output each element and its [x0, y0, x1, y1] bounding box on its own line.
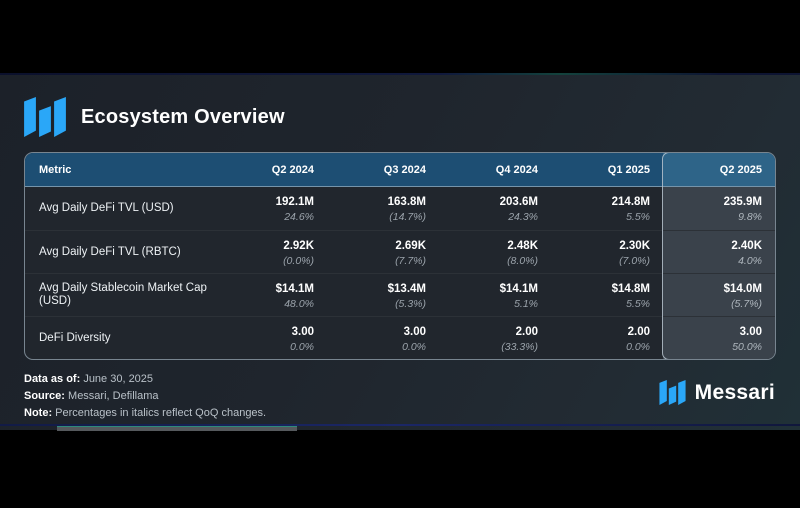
table-cell-highlighted: 235.9M 9.8%: [663, 187, 775, 230]
table-cell: 2.48K (8.0%): [439, 231, 551, 273]
table-row: Avg Daily DeFi TVL (RBTC) 2.92K (0.0%) 2…: [25, 230, 775, 273]
cell-value: 2.00: [627, 325, 650, 338]
column-header-q4-2024: Q4 2024: [495, 163, 538, 176]
cell-qoq-change: 5.5%: [626, 297, 650, 310]
cell-qoq-change: 0.0%: [626, 340, 650, 353]
cell-qoq-change: (5.3%): [395, 297, 426, 310]
video-progress-track[interactable]: [0, 424, 800, 426]
cell-qoq-change: (8.0%): [507, 254, 538, 267]
footnote-label: Source:: [24, 390, 65, 402]
table-cell: 2.92K (0.0%): [215, 231, 327, 273]
footnote-note: Note: Percentages in italics reflect QoQ…: [24, 405, 266, 422]
cell-qoq-change: 5.5%: [626, 211, 650, 223]
cell-value: $14.8M: [611, 282, 650, 295]
cell-qoq-change: 0.0%: [402, 340, 426, 353]
column-header-q2-2024: Q2 2024: [271, 163, 314, 176]
footnotes: Data as of: June 30, 2025 Source: Messar…: [24, 371, 266, 422]
table-cell: $13.4M (5.3%): [327, 274, 439, 316]
cell-value: $13.4M: [387, 282, 426, 295]
cell-value: 2.30K: [619, 239, 650, 252]
cell-value: 235.9M: [723, 196, 762, 208]
table-header-row: Metric Q2 2024 Q3 2024 Q4 2024 Q1 2025 Q…: [25, 153, 775, 187]
footnote-value: June 30, 2025: [83, 373, 154, 385]
table-cell: 2.30K (7.0%): [551, 231, 663, 273]
cell-value: 203.6M: [499, 196, 538, 208]
table-cell: 203.6M 24.3%: [439, 187, 551, 230]
table-cell: 214.8M 5.5%: [551, 187, 663, 230]
video-progress-bar[interactable]: [57, 426, 297, 431]
cell-value: 163.8M: [387, 196, 426, 208]
cell-value: 3.00: [403, 325, 426, 338]
column-header-metric: Metric: [39, 163, 72, 176]
table-cell: $14.1M 5.1%: [439, 274, 551, 316]
cell-value: $14.1M: [499, 282, 538, 295]
column-header-q1-2025: Q1 2025: [607, 163, 650, 176]
cell-value: 2.92K: [283, 239, 314, 252]
page-title: Ecosystem Overview: [81, 105, 285, 128]
cell-value: 214.8M: [611, 196, 650, 208]
footnote-data-as-of: Data as of: June 30, 2025: [24, 371, 266, 388]
cell-qoq-change: 24.3%: [508, 211, 538, 223]
cell-qoq-change: 4.0%: [738, 254, 762, 267]
cell-qoq-change: (7.0%): [619, 254, 650, 267]
footnote-value: Percentages in italics reflect QoQ chang…: [55, 407, 267, 419]
table-cell: 2.00 (33.3%): [439, 317, 551, 359]
ecosystem-metrics-table: Metric Q2 2024 Q3 2024 Q4 2024 Q1 2025 Q…: [24, 152, 776, 360]
table-cell: 163.8M (14.7%): [327, 187, 439, 230]
table-row: Avg Daily DeFi TVL (USD) 192.1M 24.6% 16…: [25, 187, 775, 230]
cell-value: 2.00: [515, 325, 538, 338]
footnote-value: Messari, Defillama: [68, 390, 159, 402]
table-row: Avg Daily Stablecoin Market Cap (USD) $1…: [25, 273, 775, 316]
table-cell-highlighted: 3.00 50.0%: [663, 317, 775, 359]
cell-qoq-change: 48.0%: [284, 297, 314, 310]
cell-value: 192.1M: [275, 196, 314, 208]
cell-qoq-change: (5.7%): [731, 297, 762, 310]
slide-header: Ecosystem Overview: [23, 97, 285, 137]
table-cell: 192.1M 24.6%: [215, 187, 327, 230]
metric-label: Avg Daily DeFi TVL (RBTC): [39, 245, 181, 258]
cell-value: $14.0M: [723, 282, 762, 295]
table-cell: $14.1M 48.0%: [215, 274, 327, 316]
cell-value: 2.69K: [395, 239, 426, 252]
table-cell: 3.00 0.0%: [215, 317, 327, 359]
table-cell: 2.00 0.0%: [551, 317, 663, 359]
cell-qoq-change: 24.6%: [284, 211, 314, 223]
cell-qoq-change: (7.7%): [395, 254, 426, 267]
table-cell: 3.00 0.0%: [327, 317, 439, 359]
messari-logo-icon: [659, 380, 686, 405]
cell-value: 2.48K: [507, 239, 538, 252]
cell-value: 3.00: [739, 325, 762, 338]
cell-value: 3.00: [291, 325, 314, 338]
column-header-q3-2024: Q3 2024: [383, 163, 426, 176]
footnote-label: Note:: [24, 407, 53, 419]
table-cell: $14.8M 5.5%: [551, 274, 663, 316]
metric-label: Avg Daily DeFi TVL (USD): [39, 202, 174, 214]
cell-value: $14.1M: [275, 282, 314, 295]
cell-qoq-change: 0.0%: [290, 340, 314, 353]
cell-qoq-change: (33.3%): [501, 340, 538, 353]
metric-label: DeFi Diversity: [39, 331, 111, 344]
messari-logo-icon: [24, 97, 66, 137]
table-row: DeFi Diversity 3.00 0.0% 3.00 0.0% 2.00 …: [25, 316, 775, 359]
messari-brand-lockup: Messari: [659, 380, 775, 405]
cell-qoq-change: (14.7%): [389, 211, 426, 223]
table-cell-highlighted: 2.40K 4.0%: [663, 231, 775, 273]
cell-qoq-change: 50.0%: [732, 340, 762, 353]
messari-wordmark: Messari: [694, 380, 775, 404]
video-timeline-artifact-top: [0, 73, 800, 75]
column-header-q2-2025-highlighted: Q2 2025: [663, 153, 775, 186]
footnote-source: Source: Messari, Defillama: [24, 388, 266, 405]
table-cell: 2.69K (7.7%): [327, 231, 439, 273]
cell-value: 2.40K: [731, 239, 762, 252]
table-cell-highlighted: $14.0M (5.7%): [663, 274, 775, 316]
cell-qoq-change: 5.1%: [514, 297, 538, 310]
cell-qoq-change: (0.0%): [283, 254, 314, 267]
cell-qoq-change: 9.8%: [738, 211, 762, 223]
footnote-label: Data as of:: [24, 373, 81, 385]
slide: Ecosystem Overview Metric Q2 2024 Q3 202…: [0, 73, 800, 431]
metric-label: Avg Daily Stablecoin Market Cap (USD): [39, 282, 207, 307]
